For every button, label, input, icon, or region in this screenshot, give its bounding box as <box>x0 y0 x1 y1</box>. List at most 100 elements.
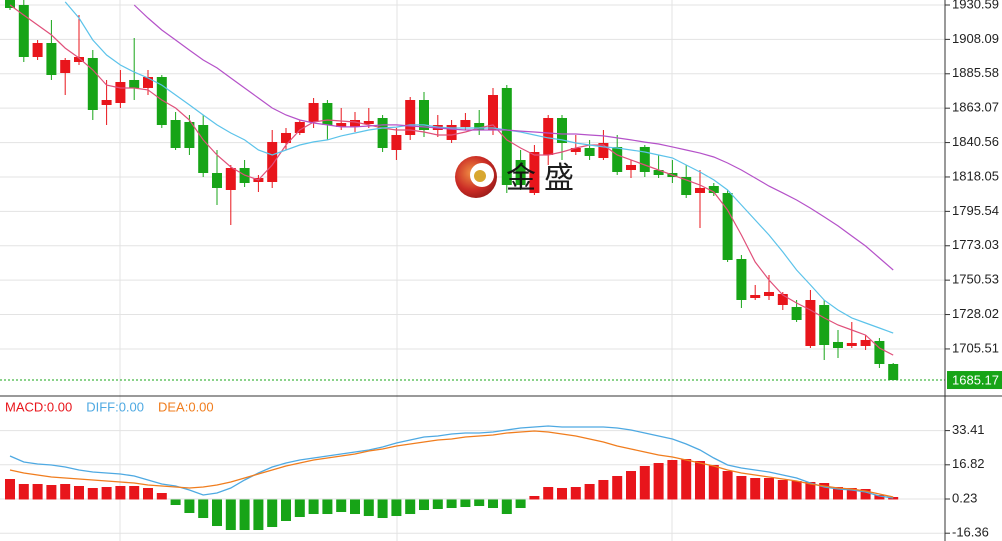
logo-dot <box>474 170 486 182</box>
macd-bar <box>695 461 705 500</box>
macd-bar <box>363 499 374 517</box>
candle-body <box>846 342 857 346</box>
candle-body <box>736 258 747 300</box>
candle-body <box>212 172 222 188</box>
macd-bar <box>653 463 664 500</box>
candle-body <box>129 79 140 88</box>
candle-body <box>819 304 830 346</box>
y-tick-label: 0.23 <box>952 490 977 505</box>
macd-bar <box>529 495 540 500</box>
candle-body <box>32 43 43 57</box>
candle-body <box>888 363 899 381</box>
watermark-text: 金盛 <box>506 162 582 195</box>
candle-body <box>60 59 71 73</box>
macd-bar <box>819 483 830 500</box>
macd-bar <box>18 483 29 500</box>
ma-line <box>133 4 894 271</box>
macd-bar <box>543 487 554 500</box>
candle-body <box>764 291 774 296</box>
macd-bar <box>391 499 402 517</box>
y-tick-label: 1930.59 <box>952 0 999 11</box>
macd-bar <box>281 499 291 522</box>
candle-body <box>405 99 416 135</box>
macd-bar <box>736 475 747 500</box>
candle-body <box>46 43 57 75</box>
macd-bar <box>184 499 195 514</box>
y-tick-label: 16.82 <box>952 456 985 471</box>
legend-entry: DEA:0.00 <box>158 399 214 414</box>
macd-bar <box>515 499 526 509</box>
macd-bar <box>267 499 278 528</box>
macd-bar <box>777 479 788 500</box>
candle-body <box>515 159 526 185</box>
macd-bar <box>74 485 84 500</box>
macd-bar <box>708 465 719 500</box>
candle-body <box>860 339 871 346</box>
candle-body <box>308 102 319 122</box>
candle-body <box>281 132 291 144</box>
candle-body <box>474 122 485 130</box>
candle-body <box>681 177 692 196</box>
ma-line <box>64 1 894 334</box>
candle-body <box>777 293 788 305</box>
candle-body <box>543 118 554 155</box>
macd-bar <box>87 487 98 500</box>
y-tick-label: 1840.56 <box>952 134 999 149</box>
macd-bar <box>253 499 264 531</box>
y-tick-label: 1908.09 <box>952 31 999 46</box>
candle-body <box>501 87 512 185</box>
candle-body <box>612 146 623 172</box>
candle-body <box>708 186 719 193</box>
macd-bar <box>405 499 416 515</box>
candle-body <box>805 299 816 346</box>
legend-entry: DIFF:0.00 <box>86 399 144 414</box>
macd-bar <box>322 499 333 515</box>
macd-bar <box>419 499 429 511</box>
macd-bar <box>750 477 761 500</box>
macd-bar <box>626 471 636 500</box>
macd-bar <box>833 487 843 500</box>
candle-body <box>653 170 664 175</box>
candle-body <box>322 102 333 125</box>
macd-bar <box>722 471 733 500</box>
macd-bar <box>764 477 774 500</box>
macd-bar <box>294 499 305 518</box>
candle-body <box>598 143 609 158</box>
macd-bar <box>846 487 857 500</box>
candle-body <box>529 152 540 193</box>
candle-body <box>391 134 402 150</box>
candle-body <box>446 124 457 140</box>
last-price-label: 1685.17 <box>952 372 999 387</box>
candle-body <box>225 167 236 190</box>
macd-bar <box>46 485 57 500</box>
macd-bar <box>667 460 678 500</box>
candle-body <box>695 187 705 193</box>
candle-body <box>488 95 498 130</box>
macd-bar <box>129 485 140 500</box>
macd-bar <box>432 499 443 510</box>
macd-bar <box>598 479 609 500</box>
candle-body <box>143 77 153 88</box>
candle-body <box>791 306 802 321</box>
macd-bar <box>639 466 650 500</box>
macd-bar <box>377 499 388 519</box>
candle-body <box>722 192 733 260</box>
macd-bar <box>474 499 485 507</box>
macd-bar <box>156 493 167 500</box>
candle-body <box>626 164 636 171</box>
watermark-logo: 金盛 <box>455 156 582 198</box>
macd-bar <box>488 499 498 509</box>
macd-bar <box>143 487 153 500</box>
macd-bar <box>198 499 209 519</box>
candle-body <box>557 118 567 144</box>
y-tick-label: 33.41 <box>952 422 985 437</box>
candle-body <box>336 122 347 128</box>
macd-bar <box>5 479 15 500</box>
macd-bar <box>60 483 71 500</box>
macd-bar <box>101 487 112 500</box>
macd-bar <box>888 497 899 500</box>
candle-body <box>874 340 885 364</box>
y-tick-label: 1773.03 <box>952 237 999 252</box>
macd-bar <box>584 483 595 500</box>
